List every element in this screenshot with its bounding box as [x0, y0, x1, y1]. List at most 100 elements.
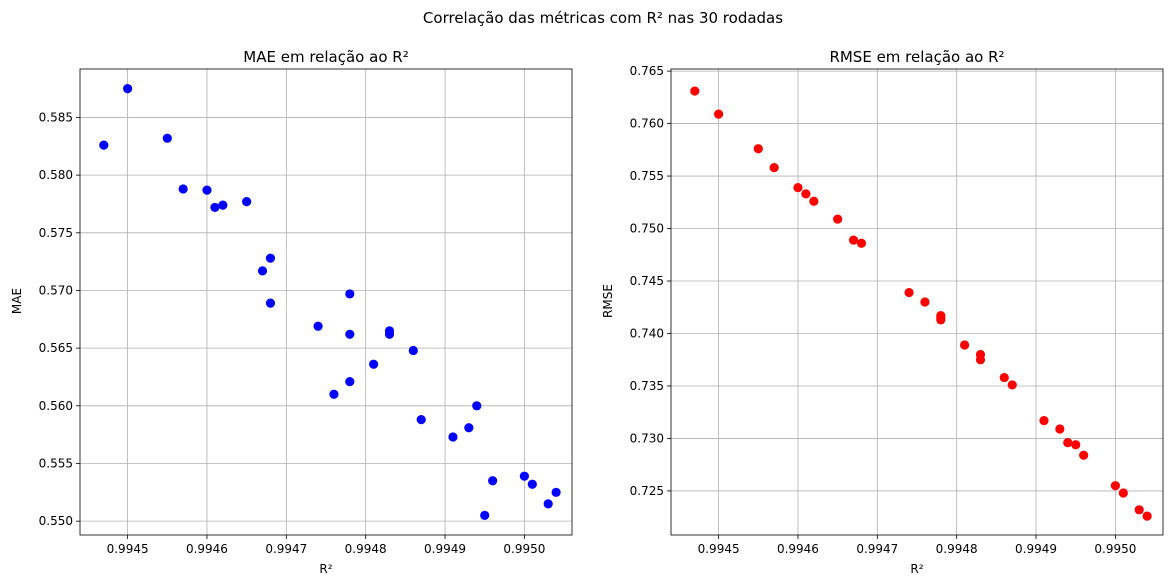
mae-point — [265, 298, 276, 308]
rmse-point — [999, 372, 1009, 383]
rmse-point — [848, 235, 859, 245]
rmse-x-tick-label: 0.9947 — [856, 542, 898, 556]
mae-point — [345, 376, 355, 387]
mae-point — [123, 84, 133, 94]
mae-y-tick-label: 0.585 — [39, 110, 73, 124]
rmse-point — [801, 189, 811, 199]
rmse-x-tick-label: 0.9948 — [936, 542, 978, 556]
rmse-x-tick-label: 0.9950 — [1094, 542, 1136, 556]
mae-axes-frame — [79, 68, 573, 536]
rmse-y-tick-label: 0.745 — [630, 274, 664, 288]
rmse-point — [1118, 488, 1128, 498]
mae-point — [329, 389, 339, 399]
rmse-y-tick-label: 0.730 — [630, 431, 664, 445]
rmse-point — [793, 182, 803, 193]
mae-point — [242, 197, 252, 207]
mae-point — [543, 499, 553, 509]
mae-y-tick-label: 0.560 — [39, 399, 73, 413]
rmse-point — [1134, 505, 1144, 515]
rmse-x-axis-label: R² — [910, 562, 923, 576]
mae-point — [519, 471, 529, 481]
rmse-axes-frame — [670, 68, 1164, 536]
mae-point — [551, 487, 561, 497]
rmse-y-tick-label: 0.740 — [630, 326, 664, 340]
mae-x-tick-label: 0.9948 — [345, 542, 387, 556]
mae-point — [472, 401, 482, 411]
mae-x-tick-label: 0.9945 — [107, 542, 149, 556]
mae-plot-title: MAE em relação ao R² — [243, 48, 408, 66]
rmse-y-tick-label: 0.735 — [630, 379, 664, 393]
mae-x-tick-label: 0.9947 — [265, 542, 307, 556]
mae-point — [218, 200, 228, 210]
mae-points — [99, 84, 561, 520]
rmse-point — [1110, 481, 1120, 491]
mae-point — [464, 423, 474, 433]
rmse-point — [975, 355, 986, 365]
rmse-point — [753, 144, 763, 154]
mae-x-tick-label: 0.9950 — [503, 542, 545, 556]
mae-point — [527, 479, 537, 489]
mae-point — [384, 329, 395, 339]
rmse-y-tick-label: 0.725 — [630, 484, 664, 498]
rmse-y-tick-label: 0.755 — [630, 169, 664, 183]
mae-point — [162, 133, 172, 143]
rmse-y-axis-label: RMSE — [601, 284, 615, 318]
mae-y-tick-label: 0.575 — [39, 226, 73, 240]
rmse-point — [1007, 380, 1017, 390]
mae-point — [416, 415, 426, 425]
mae-subplot: MAE em relação ao R² R² MAE 0.9945 0.9946… — [10, 48, 573, 576]
mae-point — [345, 329, 355, 339]
rmse-point — [904, 287, 914, 298]
rmse-points — [690, 86, 1152, 521]
mae-y-tick-label: 0.550 — [39, 514, 73, 528]
mae-y-tick-label: 0.580 — [39, 168, 73, 182]
rmse-plot-title: RMSE em relação ao R² — [829, 48, 1004, 66]
figure-suptitle: Correlação das métricas com R² nas 30 ro… — [423, 9, 783, 27]
rmse-y-tick-label: 0.765 — [630, 64, 664, 78]
rmse-x-tick-label: 0.9945 — [698, 542, 740, 556]
rmse-point — [1079, 450, 1089, 460]
rmse-point — [809, 196, 819, 206]
mae-point — [257, 266, 268, 276]
mae-point — [313, 321, 323, 331]
rmse-point — [769, 163, 779, 173]
mae-point — [488, 476, 498, 486]
mae-y-tick-label: 0.565 — [39, 341, 73, 355]
mae-y-tick-label: 0.555 — [39, 456, 73, 470]
mae-point — [265, 253, 276, 263]
mae-x-axis-label: R² — [319, 562, 332, 576]
mae-point — [178, 184, 188, 194]
rmse-point — [833, 214, 843, 224]
mae-point — [202, 185, 212, 195]
rmse-point — [690, 86, 700, 96]
mae-x-tick-label: 0.9946 — [186, 542, 228, 556]
mae-point — [99, 140, 109, 150]
rmse-point — [1039, 415, 1049, 426]
rmse-x-tick-label: 0.9949 — [1015, 542, 1057, 556]
mae-point — [480, 510, 490, 520]
mae-point — [369, 359, 379, 369]
mae-grid — [80, 69, 572, 535]
mae-x-tick-label: 0.9949 — [424, 542, 466, 556]
rmse-point — [936, 315, 946, 325]
rmse-point — [920, 297, 930, 307]
rmse-point — [1142, 511, 1152, 521]
rmse-point — [856, 238, 867, 248]
mae-y-axis-label: MAE — [10, 288, 24, 314]
rmse-subplot: RMSE em relação ao R² R² RMSE 0.9945 0.99… — [601, 48, 1164, 576]
rmse-point — [714, 109, 724, 119]
rmse-y-tick-label: 0.750 — [630, 222, 664, 236]
rmse-point — [1063, 438, 1073, 448]
mae-point — [345, 289, 355, 299]
mae-point — [210, 202, 220, 213]
mae-point — [448, 432, 458, 442]
mae-y-tick-label: 0.570 — [39, 283, 73, 297]
rmse-point — [960, 340, 970, 350]
rmse-point — [1071, 440, 1081, 450]
rmse-point — [1055, 424, 1065, 434]
mae-point — [408, 345, 418, 356]
rmse-y-tick-label: 0.760 — [630, 117, 664, 131]
rmse-grid — [671, 69, 1163, 535]
rmse-x-tick-label: 0.9946 — [777, 542, 819, 556]
